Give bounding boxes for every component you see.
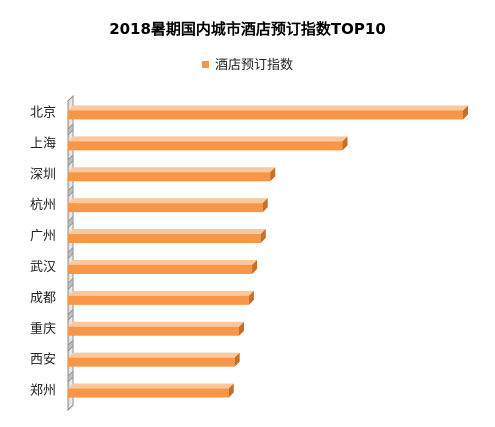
bar-side-face — [234, 352, 240, 367]
category-label: 北京 — [30, 105, 56, 120]
category-label: 杭州 — [30, 198, 56, 213]
axis-tick — [67, 370, 74, 384]
bar-top-face — [68, 383, 234, 389]
bar-side-face — [239, 321, 245, 336]
bar-group — [68, 198, 268, 213]
bar-side-face — [228, 383, 234, 398]
chart-title: 2018暑期国内城市酒店预订指数TOP10 — [109, 20, 386, 38]
category-label: 郑州 — [30, 384, 56, 399]
axis-tick — [67, 246, 74, 260]
bar — [68, 388, 229, 398]
category-label: 武汉 — [30, 260, 56, 275]
bar-group — [68, 167, 276, 182]
category-label: 深圳 — [30, 167, 56, 182]
category-label: 广州 — [30, 229, 56, 244]
bar — [68, 326, 240, 336]
bar — [68, 295, 249, 305]
axis-tick — [67, 339, 74, 353]
bar-top-face — [68, 321, 245, 327]
bar-group — [68, 105, 468, 120]
bar-group — [68, 229, 266, 244]
bar-group — [68, 136, 348, 151]
bar-top-face — [68, 136, 348, 142]
bar-group — [68, 290, 254, 305]
axis-tick — [67, 122, 74, 136]
bar — [68, 141, 343, 151]
bar-top-face — [68, 167, 276, 173]
axis-tick — [67, 277, 74, 291]
bar-top-face — [68, 229, 266, 235]
category-label: 重庆 — [30, 321, 56, 337]
bar-side-face — [248, 290, 254, 305]
bar — [68, 357, 235, 367]
bar-group — [68, 352, 240, 367]
bar-side-face — [342, 136, 348, 151]
axis-tick — [67, 308, 74, 322]
bar-top-face — [68, 198, 268, 204]
category-label: 成都 — [30, 291, 56, 306]
legend-label: 酒店预订指数 — [214, 58, 293, 73]
bar-top-face — [68, 259, 258, 265]
bar — [68, 203, 263, 213]
bar-side-face — [262, 198, 268, 213]
category-label: 上海 — [30, 136, 56, 151]
bar-group — [68, 383, 234, 398]
bar-side-face — [270, 167, 276, 182]
legend-swatch — [201, 61, 209, 68]
bar — [68, 234, 261, 244]
bar-top-face — [68, 352, 240, 358]
axis-tick — [67, 215, 74, 229]
bar-group — [68, 259, 258, 274]
bar-top-face — [68, 105, 468, 111]
bar-top-face — [68, 290, 254, 296]
axis-tick — [67, 184, 74, 198]
bar — [68, 110, 463, 120]
bar — [68, 172, 271, 182]
category-label: 西安 — [30, 353, 56, 368]
bar — [68, 264, 253, 274]
bar-side-face — [463, 105, 468, 120]
bar-group — [68, 321, 245, 336]
bar-side-face — [252, 259, 258, 274]
bar-side-face — [260, 229, 266, 244]
legend: 酒店预订指数 — [0, 54, 495, 73]
axis-tick — [67, 153, 74, 167]
